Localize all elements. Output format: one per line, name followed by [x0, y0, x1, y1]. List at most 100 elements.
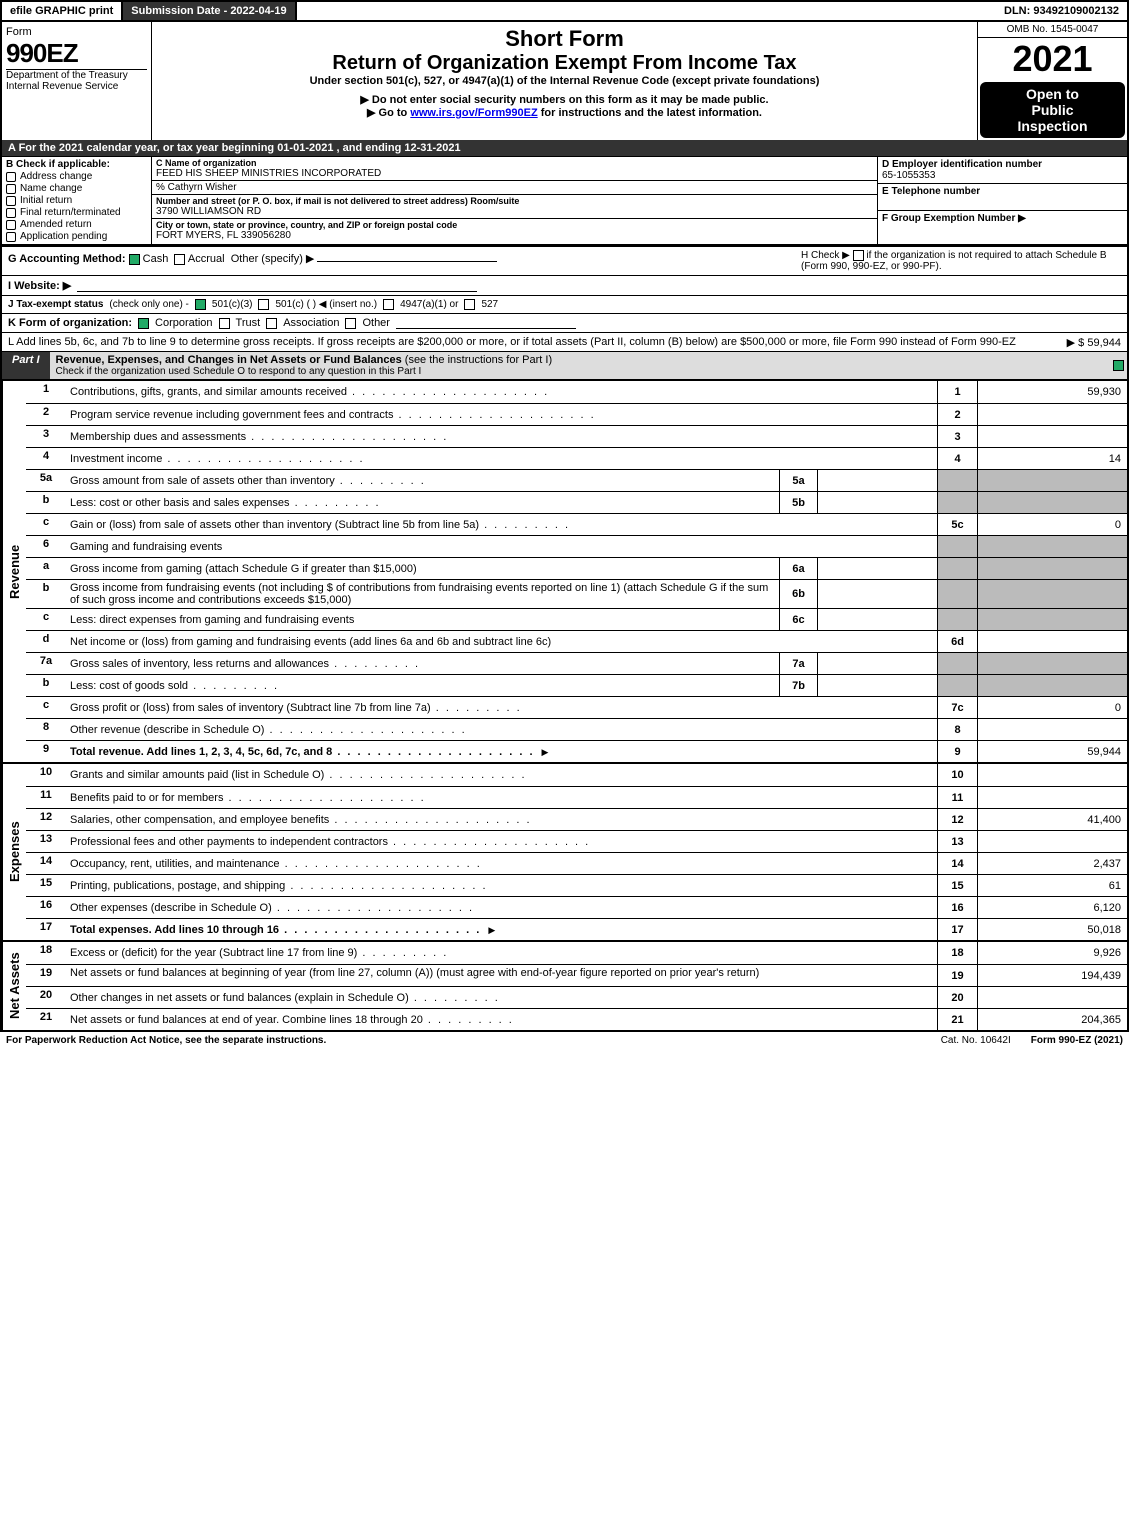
net-assets-body: 18Excess or (deficit) for the year (Subt…: [26, 942, 1127, 1030]
lrn: [937, 653, 977, 674]
lrn: [937, 580, 977, 608]
lrn: [937, 536, 977, 557]
part-check[interactable]: [1109, 352, 1127, 379]
sv: [817, 470, 937, 491]
lrn: 17: [937, 919, 977, 940]
sv: [817, 609, 937, 630]
cb-501c3[interactable]: [195, 299, 206, 310]
cb-initial-return[interactable]: Initial return: [6, 195, 147, 206]
cb-4947[interactable]: [383, 299, 394, 310]
cb-label: Address change: [20, 171, 92, 182]
k-o3: Association: [283, 317, 339, 329]
page-footer: For Paperwork Reduction Act Notice, see …: [0, 1032, 1129, 1049]
irs-link[interactable]: www.irs.gov/Form990EZ: [410, 107, 537, 119]
ln: b: [26, 492, 66, 513]
line-17: 17Total expenses. Add lines 10 through 1…: [26, 918, 1127, 940]
lv: [977, 764, 1127, 786]
cb-other[interactable]: [345, 318, 356, 329]
sv: [817, 580, 937, 608]
cb-assoc[interactable]: [266, 318, 277, 329]
h-col: H Check ▶ if the organization is not req…: [801, 250, 1121, 272]
lrn: 1: [937, 381, 977, 403]
line-7c: cGross profit or (loss) from sales of in…: [26, 696, 1127, 718]
lrn: 7c: [937, 697, 977, 718]
line-19: 19Net assets or fund balances at beginni…: [26, 964, 1127, 986]
sv: [817, 675, 937, 696]
tax-year: 2021: [978, 38, 1127, 80]
cb-label: Name change: [20, 183, 82, 194]
lv: 61: [977, 875, 1127, 896]
lrn: 2: [937, 404, 977, 425]
dept-line-1: Department of the Treasury: [6, 70, 147, 81]
dept-line-2: Internal Revenue Service: [6, 81, 147, 92]
sc: 5a: [779, 470, 817, 491]
ld: Gain or (loss) from sale of assets other…: [66, 514, 937, 535]
ld: Gaming and fundraising events: [66, 536, 937, 557]
ld: Professional fees and other payments to …: [66, 831, 937, 852]
line-12: 12Salaries, other compensation, and empl…: [26, 808, 1127, 830]
arrow-icon: [485, 924, 498, 936]
k-other-field[interactable]: [396, 317, 576, 329]
line-5b: bLess: cost or other basis and sales exp…: [26, 491, 1127, 513]
side-net-assets: Net Assets: [2, 942, 26, 1030]
sc: 6b: [779, 580, 817, 608]
ln: 13: [26, 831, 66, 852]
line-6c: cLess: direct expenses from gaming and f…: [26, 608, 1127, 630]
ld: Benefits paid to or for members: [66, 787, 937, 808]
row-i: I Website: ▶: [0, 275, 1129, 295]
dln: DLN: 93492109002132: [996, 2, 1127, 20]
top-bar: efile GRAPHIC print Submission Date - 20…: [0, 0, 1129, 22]
check-icon: [1113, 360, 1124, 371]
lv: [977, 653, 1127, 674]
cb-name-change[interactable]: Name change: [6, 183, 147, 194]
section-bcd: B Check if applicable: Address change Na…: [0, 156, 1129, 246]
line-10: 10Grants and similar amounts paid (list …: [26, 764, 1127, 786]
g-other-field[interactable]: [317, 250, 497, 262]
line-6: 6Gaming and fundraising events: [26, 535, 1127, 557]
lv: [977, 787, 1127, 808]
open-l3: Inspection: [984, 118, 1121, 134]
line-18: 18Excess or (deficit) for the year (Subt…: [26, 942, 1127, 964]
cb-527[interactable]: [464, 299, 475, 310]
lv: [977, 558, 1127, 579]
ld: Program service revenue including govern…: [66, 404, 937, 425]
sv: [817, 653, 937, 674]
org-name: FEED HIS SHEEP MINISTRIES INCORPORATED: [156, 168, 873, 179]
lv: [977, 536, 1127, 557]
ld: Less: cost or other basis and sales expe…: [66, 492, 779, 513]
k-o2: Trust: [236, 317, 261, 329]
ld: Gross profit or (loss) from sales of inv…: [66, 697, 937, 718]
efile-print[interactable]: efile GRAPHIC print: [2, 2, 123, 20]
cb-accrual[interactable]: [174, 254, 185, 265]
lrn: 5c: [937, 514, 977, 535]
omb-number: OMB No. 1545-0047: [978, 22, 1127, 38]
ln: b: [26, 580, 66, 608]
ld: Salaries, other compensation, and employ…: [66, 809, 937, 830]
cb-501c[interactable]: [258, 299, 269, 310]
lrn: 20: [937, 987, 977, 1008]
website-field[interactable]: [77, 280, 477, 292]
cb-trust[interactable]: [219, 318, 230, 329]
checkbox-icon: [6, 196, 16, 206]
sv: [817, 492, 937, 513]
part-title: Revenue, Expenses, and Changes in Net As…: [50, 352, 1109, 379]
cb-h[interactable]: [853, 250, 864, 261]
cb-final-return[interactable]: Final return/terminated: [6, 207, 147, 218]
header-left: Form 990EZ Department of the Treasury In…: [2, 22, 152, 140]
cb-address-change[interactable]: Address change: [6, 171, 147, 182]
line-8: 8Other revenue (describe in Schedule O)8: [26, 718, 1127, 740]
line-3: 3Membership dues and assessments3: [26, 425, 1127, 447]
e-phone: E Telephone number: [878, 184, 1127, 211]
cb-application-pending[interactable]: Application pending: [6, 231, 147, 242]
cb-amended-return[interactable]: Amended return: [6, 219, 147, 230]
lrn: 4: [937, 448, 977, 469]
e-label: E Telephone number: [882, 186, 1123, 197]
cb-corp[interactable]: [138, 318, 149, 329]
part-title-main: Revenue, Expenses, and Changes in Net As…: [56, 354, 402, 366]
form-number: 990EZ: [6, 38, 147, 69]
cb-cash[interactable]: [129, 254, 140, 265]
ln: 5a: [26, 470, 66, 491]
ln: 9: [26, 741, 66, 762]
line-7a: 7aGross sales of inventory, less returns…: [26, 652, 1127, 674]
col-d: D Employer identification number 65-1055…: [877, 157, 1127, 244]
